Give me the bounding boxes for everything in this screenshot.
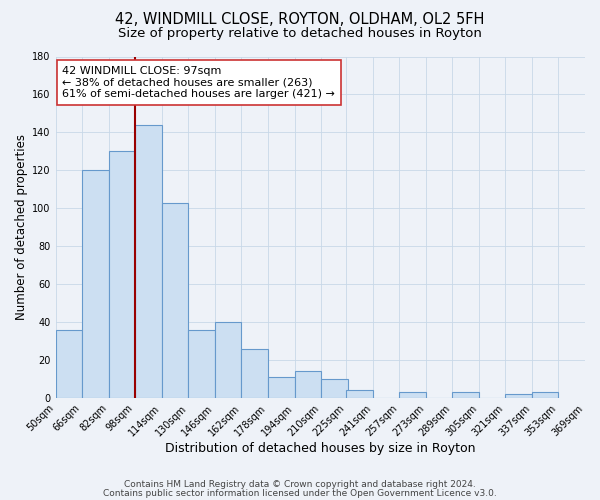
Bar (188, 330, 215, 398)
Bar (295, 372, 321, 398)
Bar (135, 125, 162, 398)
Bar (215, 322, 241, 398)
Bar (346, 390, 373, 398)
Bar (505, 394, 532, 398)
Y-axis label: Number of detached properties: Number of detached properties (15, 134, 28, 320)
Bar (109, 152, 135, 398)
Text: Contains HM Land Registry data © Crown copyright and database right 2024.: Contains HM Land Registry data © Crown c… (124, 480, 476, 489)
Bar (321, 379, 347, 398)
Bar (241, 348, 268, 398)
X-axis label: Distribution of detached houses by size in Royton: Distribution of detached houses by size … (165, 442, 476, 455)
Text: 42 WINDMILL CLOSE: 97sqm
← 38% of detached houses are smaller (263)
61% of semi-: 42 WINDMILL CLOSE: 97sqm ← 38% of detach… (62, 66, 335, 99)
Bar (399, 392, 425, 398)
Bar (532, 392, 559, 398)
Text: Size of property relative to detached houses in Royton: Size of property relative to detached ho… (118, 28, 482, 40)
Text: 42, WINDMILL CLOSE, ROYTON, OLDHAM, OL2 5FH: 42, WINDMILL CLOSE, ROYTON, OLDHAM, OL2 … (115, 12, 485, 28)
Text: Contains public sector information licensed under the Open Government Licence v3: Contains public sector information licen… (103, 488, 497, 498)
Bar (82, 170, 109, 398)
Bar (268, 377, 295, 398)
Bar (452, 392, 479, 398)
Bar (56, 330, 82, 398)
Bar (162, 202, 188, 398)
